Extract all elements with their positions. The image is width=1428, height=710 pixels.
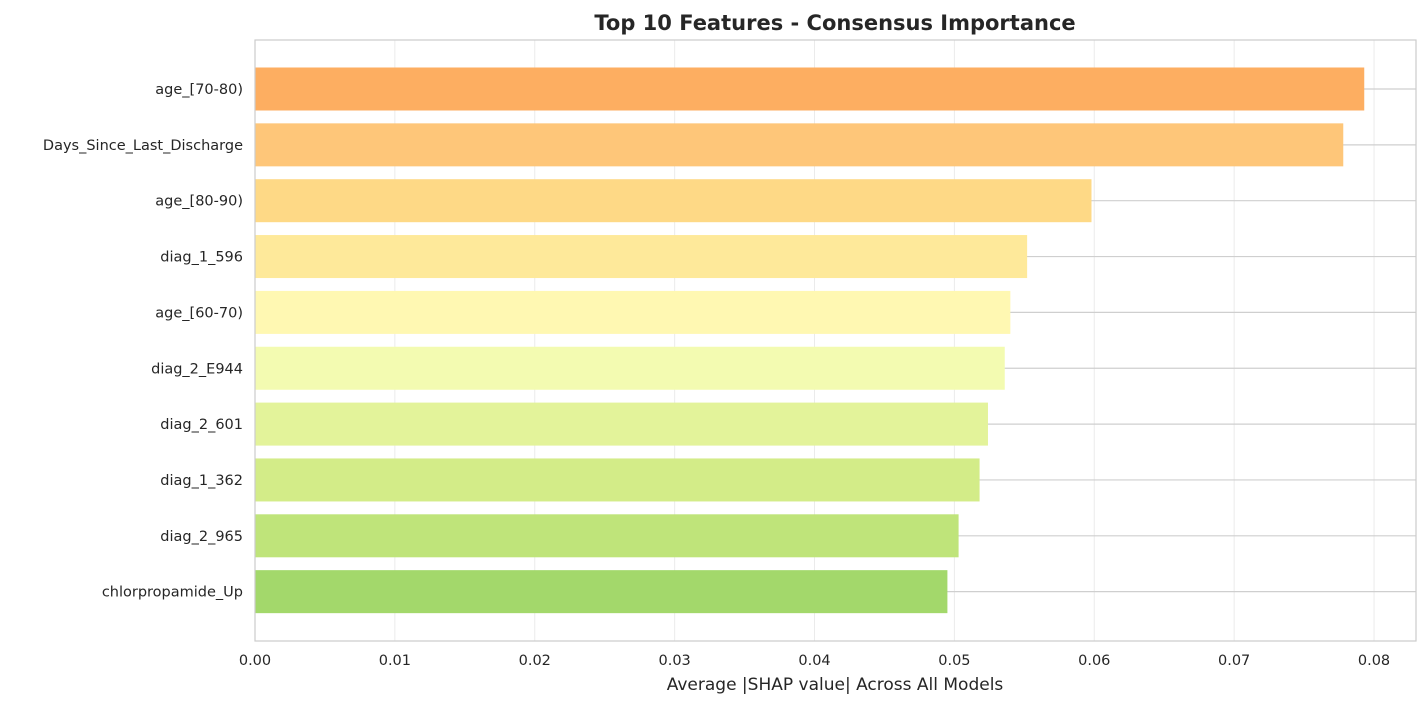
x-tick-label: 0.04 xyxy=(798,653,830,669)
bar-age_[80-90) xyxy=(255,179,1092,223)
x-tick-label: 0.02 xyxy=(519,653,551,669)
y-tick-label: diag_2_601 xyxy=(160,417,243,433)
bar-diag_1_596 xyxy=(255,235,1028,279)
bar-diag_2_E944 xyxy=(255,346,1005,390)
bar-diag_2_965 xyxy=(255,514,959,558)
y-tick-label: diag_2_E944 xyxy=(151,361,243,377)
x-tick-label: 0.00 xyxy=(239,653,271,669)
bar-age_[60-70) xyxy=(255,290,1011,334)
bar-chlorpropamide_Up xyxy=(255,570,948,614)
plot-frame xyxy=(254,39,1417,642)
bar-diag_1_362 xyxy=(255,458,980,502)
x-tick-label: 0.06 xyxy=(1078,653,1110,669)
y-tick-label: age_[70-80) xyxy=(155,82,243,98)
x-tick-label: 0.07 xyxy=(1218,653,1250,669)
bar-diag_2_601 xyxy=(255,402,988,446)
x-tick-label: 0.01 xyxy=(379,653,411,669)
plot-border xyxy=(254,39,1417,642)
bar-age_[70-80) xyxy=(255,67,1365,111)
y-tick-label: Days_Since_Last_Discharge xyxy=(43,138,243,154)
y-tick-label: age_[80-90) xyxy=(155,194,243,210)
x-tick-label: 0.08 xyxy=(1358,653,1390,669)
y-tick-label: age_[60-70) xyxy=(155,305,243,321)
y-tick-label: diag_1_362 xyxy=(160,473,243,489)
x-tick-labels: 0.00 0.01 0.02 0.03 0.04 0.05 0.06 0.07 0.08 xyxy=(239,653,1390,669)
y-tick-labels: age_[70-80) Days_Since_Last_Discharge age_… xyxy=(43,82,243,601)
x-tick-label: 0.03 xyxy=(658,653,690,669)
y-tick-label: diag_1_596 xyxy=(160,250,243,266)
bar-Days_Since_Last_Discharge xyxy=(255,123,1344,167)
y-tick-label: chlorpropamide_Up xyxy=(102,585,243,601)
y-tick-label: diag_2_965 xyxy=(160,529,243,545)
bar-layer xyxy=(255,67,1365,614)
x-axis-label: Average |SHAP value| Across All Models xyxy=(667,675,1004,695)
chart-title: Top 10 Features - Consensus Importance xyxy=(594,11,1075,35)
x-tick-label: 0.05 xyxy=(938,653,970,669)
